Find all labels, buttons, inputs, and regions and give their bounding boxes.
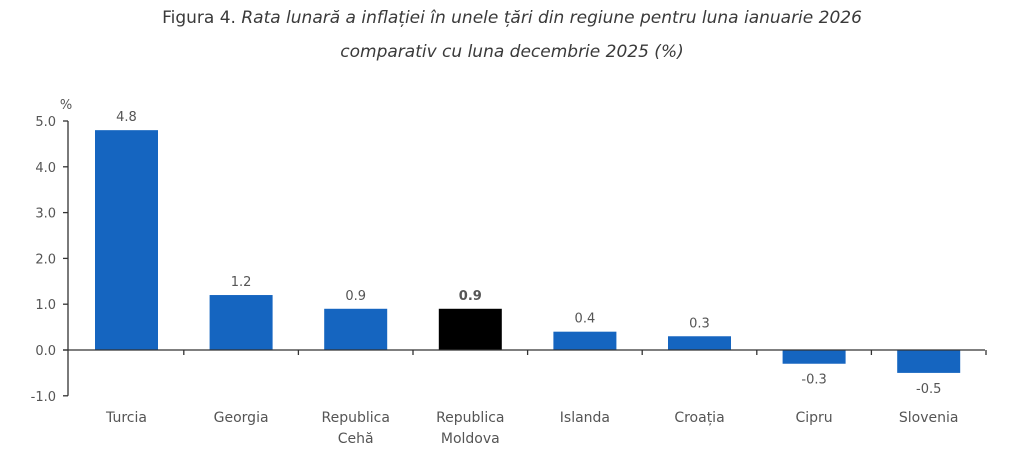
y-tick-label: 4.0	[35, 161, 56, 176]
category-label: Slovenia	[899, 410, 959, 426]
y-tick-label: 1.0	[35, 298, 56, 313]
category-label: Islanda	[560, 410, 610, 426]
data-label: 1.2	[231, 275, 252, 290]
y-tick-label: 2.0	[35, 252, 56, 267]
bar	[324, 308, 388, 350]
bar	[553, 331, 617, 350]
data-label: -0.3	[801, 373, 826, 388]
bar	[668, 336, 731, 350]
category-label: Croația	[674, 410, 724, 426]
data-label: 4.8	[116, 110, 137, 125]
y-axis-unit-label: %	[60, 98, 72, 113]
y-tick-label: 3.0	[35, 207, 56, 222]
title-text: Rata lunară a inflației în unele țări di…	[241, 8, 862, 28]
chart-title-line1: Figura 4. Rata lunară a inflației în une…	[0, 8, 1024, 28]
data-label: 0.4	[575, 312, 596, 327]
bar	[897, 350, 961, 373]
y-tick-label: 5.0	[35, 115, 56, 130]
category-label: Republica	[436, 410, 504, 426]
category-label: Cehă	[338, 431, 374, 447]
bar	[438, 308, 502, 350]
y-tick-label: 0.0	[35, 344, 56, 359]
data-label: 0.3	[689, 316, 710, 331]
title-text-line2: comparativ cu luna decembrie 2025 (%)	[340, 42, 684, 62]
chart-title-line2: comparativ cu luna decembrie 2025 (%)	[0, 42, 1024, 62]
figure-number: Figura 4.	[162, 8, 242, 28]
category-label: Turcia	[105, 410, 147, 426]
bar	[209, 295, 273, 350]
y-tick-label: -1.0	[31, 390, 56, 405]
data-label: 0.9	[345, 289, 366, 304]
data-label: -0.5	[916, 382, 941, 397]
data-label: 0.9	[459, 289, 482, 304]
category-label: Moldova	[441, 431, 500, 447]
bar	[95, 130, 158, 350]
category-label: Cipru	[796, 410, 833, 426]
category-label: Republica	[321, 410, 389, 426]
bar	[782, 350, 846, 364]
category-label: Georgia	[214, 410, 269, 426]
